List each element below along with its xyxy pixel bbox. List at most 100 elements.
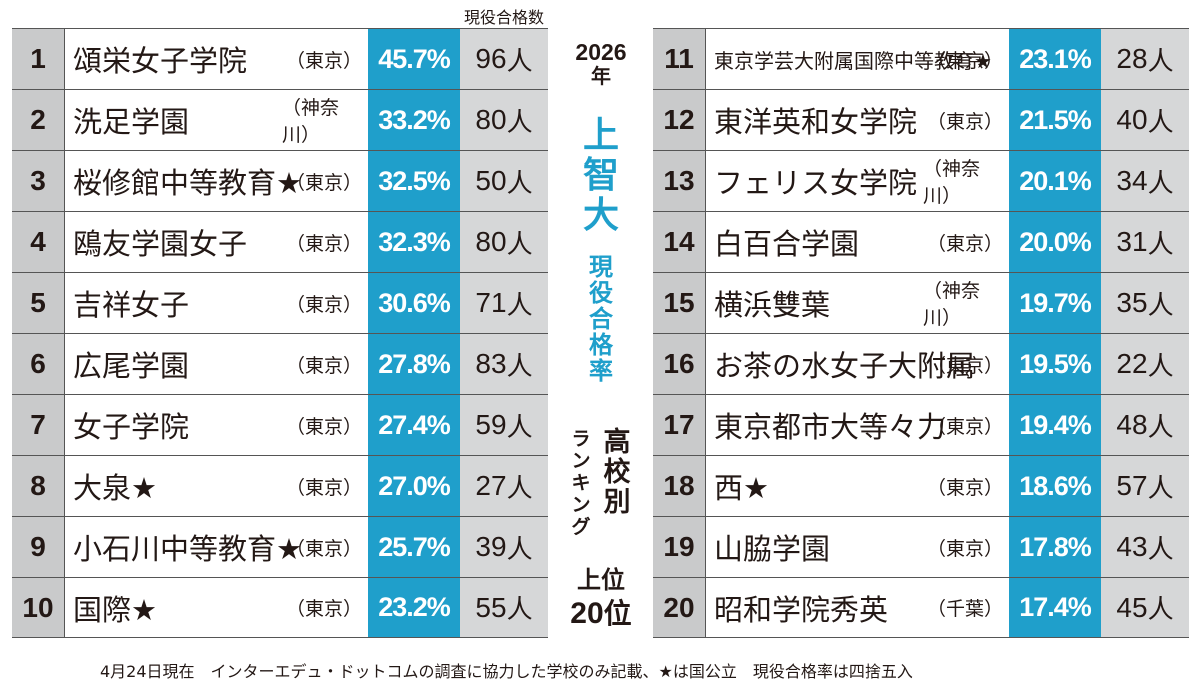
- top-number: 20: [570, 597, 604, 630]
- table-row: 6 広尾学園 （東京） 27.8% 83 人: [12, 333, 548, 394]
- school-name: 昭和学院秀英: [705, 578, 1009, 637]
- pass-count-number: 22: [1116, 348, 1148, 379]
- pass-rate: 17.4%: [1009, 578, 1101, 637]
- prefecture: （東京）: [285, 232, 362, 255]
- table-row: 18 西★ （東京） 18.6% 57 人: [653, 455, 1189, 516]
- pass-count-number: 80: [475, 104, 507, 135]
- year-number: 2026: [575, 39, 627, 65]
- pass-count: 40 人: [1101, 90, 1189, 150]
- pass-count: 34 人: [1101, 151, 1189, 211]
- school-name: 広尾学園: [64, 334, 368, 394]
- rank-number: 14: [653, 212, 705, 272]
- school-name: 桜修館中等教育★: [64, 151, 368, 211]
- table-row: 9 小石川中等教育★ （東京） 25.7% 39 人: [12, 516, 548, 577]
- table-row: 8 大泉★ （東京） 27.0% 27 人: [12, 455, 548, 516]
- pass-rate: 18.6%: [1009, 456, 1101, 516]
- pass-count-number: 27: [475, 470, 507, 501]
- pass-rate: 27.4%: [368, 395, 460, 455]
- pass-count: 39 人: [460, 517, 548, 577]
- pass-count-number: 28: [1116, 43, 1148, 74]
- rank-number: 5: [12, 273, 64, 333]
- pass-count-number: 71: [475, 287, 507, 318]
- school-name: 洗足学園: [64, 90, 368, 150]
- school-name: 小石川中等教育★: [64, 517, 368, 577]
- prefecture: （東京）: [926, 232, 1003, 255]
- rank-number: 9: [12, 517, 64, 577]
- school-name: 大泉★: [64, 456, 368, 516]
- prefecture: （東京）: [285, 537, 362, 560]
- pass-count-number: 31: [1116, 226, 1148, 257]
- pass-count: 28 人: [1101, 29, 1189, 89]
- prefecture: （東京）: [285, 171, 362, 194]
- table-row: 1 頌栄女子学院 （東京） 45.7% 96 人: [12, 28, 548, 89]
- table-row: 10 国際★ （東京） 23.2% 55 人: [12, 577, 548, 638]
- rank-number: 13: [653, 151, 705, 211]
- school-name: 白百合学園: [705, 212, 1009, 272]
- pass-count-unit: 人: [506, 46, 533, 77]
- title-year: 2026 年: [553, 40, 649, 88]
- rank-number: 17: [653, 395, 705, 455]
- rank-number: 4: [12, 212, 64, 272]
- prefecture: （東京）: [285, 476, 362, 499]
- ranking-label-b: ランキング: [571, 428, 591, 538]
- table-row: 7 女子学院 （東京） 27.4% 59 人: [12, 394, 548, 455]
- rank-number: 15: [653, 273, 705, 333]
- prefecture: （東京）: [285, 598, 362, 620]
- school-name: 山脇学園: [705, 517, 1009, 577]
- pass-rate: 33.2%: [368, 90, 460, 150]
- prefecture: （東京）: [926, 537, 1003, 560]
- pass-count-number: 59: [475, 409, 507, 440]
- pass-count-unit: 人: [1147, 46, 1174, 77]
- title-block: 2026 年 上智大 現役合格率 高校別 ランキング 上位 20位: [553, 40, 649, 640]
- pass-count-unit: 人: [1147, 351, 1174, 382]
- pass-rate: 25.7%: [368, 517, 460, 577]
- ranking-table-left: 1 頌栄女子学院 （東京） 45.7% 96 人 2 洗足学園 （神奈川） 33.2% 80 人 3 桜修…: [12, 28, 548, 638]
- pass-count-unit: 人: [1147, 229, 1174, 260]
- pass-count-number: 40: [1116, 104, 1148, 135]
- table-row: 14 白百合学園 （東京） 20.0% 31 人: [653, 211, 1189, 272]
- pass-count-unit: 人: [506, 229, 533, 260]
- pass-count-unit: 人: [506, 168, 533, 199]
- pass-count: 55 人: [460, 578, 548, 637]
- school-name: 鴎友学園女子: [64, 212, 368, 272]
- pass-rate: 19.5%: [1009, 334, 1101, 394]
- pass-count: 43 人: [1101, 517, 1189, 577]
- footnote: 4月24日現在 インターエデュ・ドットコムの調査に協力した学校のみ記載、★は国公…: [100, 662, 913, 681]
- prefecture: （東京）: [926, 354, 1003, 377]
- pass-count: 59 人: [460, 395, 548, 455]
- school-name: 国際★: [64, 578, 368, 637]
- prefecture: （東京）: [285, 354, 362, 377]
- pass-count-unit: 人: [1147, 168, 1174, 199]
- pass-count-number: 50: [475, 165, 507, 196]
- table-row: 16 お茶の水女子大附属 （東京） 19.5% 22 人: [653, 333, 1189, 394]
- pass-count: 96 人: [460, 29, 548, 89]
- pass-count: 27 人: [460, 456, 548, 516]
- school-name: 東洋英和女学院: [705, 90, 1009, 150]
- pass-rate: 23.2%: [368, 578, 460, 637]
- prefecture: （東京）: [926, 415, 1003, 438]
- pass-count: 31 人: [1101, 212, 1189, 272]
- pass-count-number: 80: [475, 226, 507, 257]
- pass-count: 48 人: [1101, 395, 1189, 455]
- table-row: 17 東京都市大等々力 （東京） 19.4% 48 人: [653, 394, 1189, 455]
- school-name: 西★: [705, 456, 1009, 516]
- prefecture: （東京）: [926, 110, 1003, 133]
- pass-rate: 23.1%: [1009, 29, 1101, 89]
- table-row: 19 山脇学園 （東京） 17.8% 43 人: [653, 516, 1189, 577]
- prefecture: （東京）: [285, 293, 362, 316]
- top-suffix: 位: [603, 597, 632, 630]
- pass-count-number: 57: [1116, 470, 1148, 501]
- rank-number: 1: [12, 29, 64, 89]
- rank-number: 12: [653, 90, 705, 150]
- pass-count-unit: 人: [506, 534, 533, 565]
- pass-count-number: 96: [475, 43, 507, 74]
- pass-rate: 32.3%: [368, 212, 460, 272]
- rank-number: 8: [12, 456, 64, 516]
- pass-rate: 17.8%: [1009, 517, 1101, 577]
- pass-count: 80 人: [460, 90, 548, 150]
- prefecture: （東京）: [926, 476, 1003, 499]
- rank-number: 2: [12, 90, 64, 150]
- prefecture: （神奈川）: [923, 158, 981, 207]
- pass-count-unit: 人: [506, 595, 533, 625]
- pass-count: 45 人: [1101, 578, 1189, 637]
